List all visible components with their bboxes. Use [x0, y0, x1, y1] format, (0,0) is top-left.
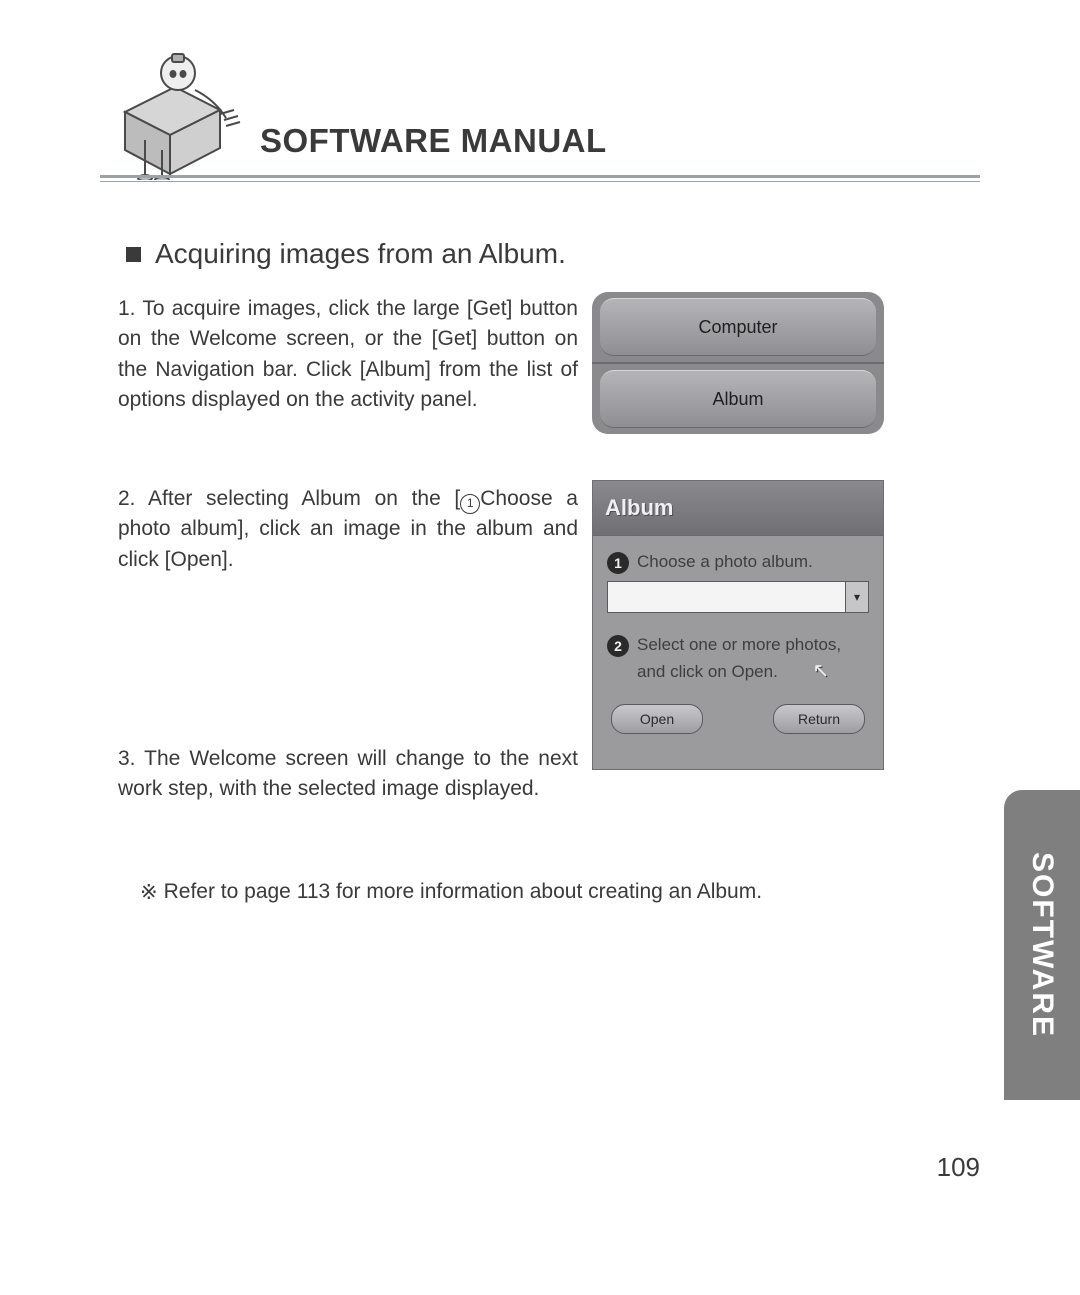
step-2-number: 2.: [118, 487, 136, 510]
side-tab: SOFTWARE: [1004, 790, 1080, 1100]
open-button-label: Open: [640, 711, 674, 727]
step-1: 1. To acquire images, click the large [G…: [118, 294, 578, 416]
album-option-button[interactable]: Album: [600, 370, 876, 428]
step-2-text-pre: After selecting Album on the [: [148, 487, 460, 510]
album-step-1-text: Choose a photo album.: [637, 550, 813, 575]
section-heading: Acquiring images from an Album.: [126, 238, 970, 270]
reference-mark-icon: ※: [140, 880, 158, 905]
step-3: 3. The Welcome screen will change to the…: [118, 744, 578, 805]
note: ※ Refer to page 113 for more information…: [140, 880, 920, 905]
album-step-1-row: 1 Choose a photo album.: [607, 550, 869, 575]
album-panel-titlebar: Album: [593, 481, 883, 536]
mascot-icon: [100, 32, 245, 180]
album-step-2-text-content: Select one or more photos, and click on …: [637, 635, 841, 682]
note-text: Refer to page 113 for more information a…: [164, 880, 762, 905]
computer-option-button[interactable]: Computer: [600, 298, 876, 356]
cursor-icon: ↖: [813, 660, 830, 682]
page-number: 109: [937, 1152, 980, 1183]
album-step-2-text: Select one or more photos, and click on …: [637, 633, 869, 687]
album-button-row: Open Return: [607, 704, 869, 734]
computer-option-label: Computer: [698, 317, 777, 338]
header: SOFTWARE MANUAL: [100, 32, 980, 182]
step-1-text: To acquire images, click the large [Get]…: [118, 297, 578, 411]
album-dropdown[interactable]: ▾: [607, 581, 869, 613]
return-button-label: Return: [798, 711, 840, 727]
circled-number-1-icon: 1: [607, 552, 629, 574]
album-panel-body: 1 Choose a photo album. ▾ 2 Select one o…: [593, 536, 883, 744]
circled-number-2-icon: 2: [607, 635, 629, 657]
page-title: SOFTWARE MANUAL: [260, 122, 607, 160]
header-rule-thin: [100, 181, 980, 182]
side-tab-label: SOFTWARE: [1025, 852, 1059, 1038]
circled-one-icon: 1: [460, 494, 480, 514]
album-panel-title: Album: [605, 495, 673, 521]
panel-separator: [592, 362, 884, 364]
album-step-2-row: 2 Select one or more photos, and click o…: [607, 633, 869, 687]
step-2: 2. After selecting Album on the [1Choose…: [118, 484, 578, 575]
page: SOFTWARE MANUAL Acquiring images from an…: [0, 0, 1080, 1295]
album-option-label: Album: [712, 389, 763, 410]
step-3-text: The Welcome screen will change to the ne…: [118, 747, 578, 800]
section-title: Acquiring images from an Album.: [155, 238, 566, 270]
album-dropdown-field[interactable]: [608, 582, 845, 612]
dropdown-arrow-icon[interactable]: ▾: [845, 582, 868, 612]
screenshot-album-panel: Album 1 Choose a photo album. ▾ 2 Select…: [592, 480, 884, 770]
open-button[interactable]: Open: [611, 704, 703, 734]
step-3-number: 3.: [118, 747, 136, 770]
header-rule-thick: [100, 175, 980, 178]
return-button[interactable]: Return: [773, 704, 865, 734]
screenshot-options-panel: Computer Album: [592, 292, 884, 434]
square-bullet-icon: [126, 247, 141, 262]
step-1-number: 1.: [118, 297, 136, 320]
